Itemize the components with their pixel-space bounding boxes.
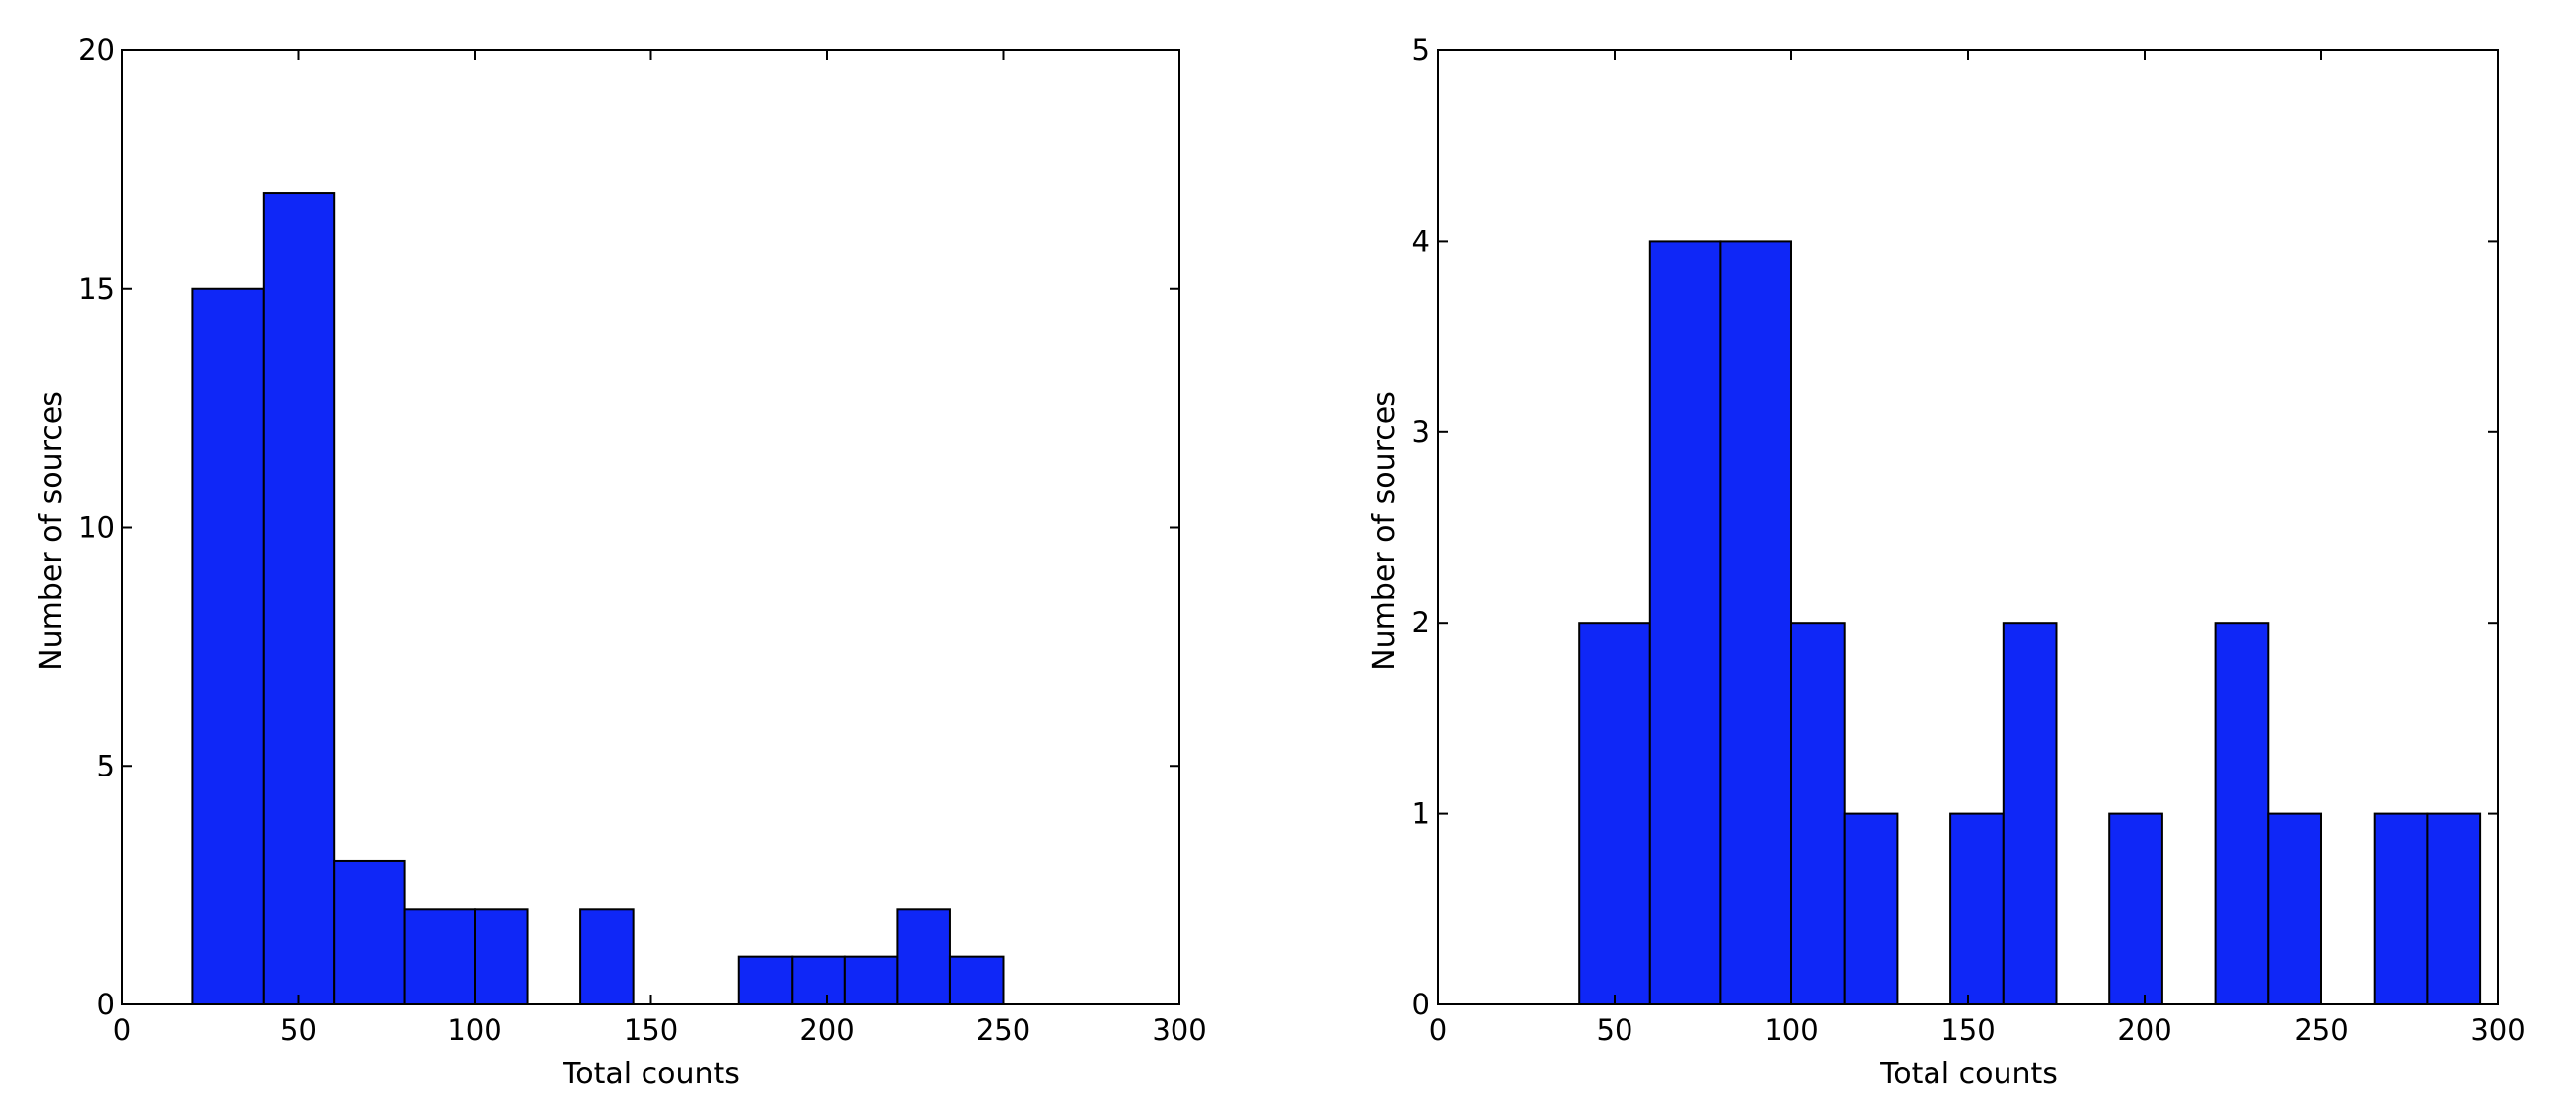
right-x-tick-label: 250 [2294, 1013, 2348, 1047]
left-x-tick-label: 200 [799, 1013, 854, 1047]
left-y-tick-label: 5 [97, 749, 114, 782]
right-histogram-bar-6 [1949, 812, 2005, 1005]
left-histogram-bar-6 [579, 908, 635, 1005]
left-histogram-bar-11 [948, 955, 1005, 1006]
right-y-tick-label: 0 [1412, 988, 1430, 1021]
right-histogram-panel: Total counts Number of sources 0 50 100 150… [1367, 34, 2526, 1091]
left-histogram-bar-10 [896, 908, 951, 1005]
right-x-axis-label: Total counts [1879, 1057, 2058, 1091]
right-histogram-bar-10 [2267, 812, 2323, 1005]
right-x-tick-label: 150 [1940, 1013, 1995, 1047]
right-histogram-bar-11 [2373, 812, 2429, 1005]
right-histogram-bar-7 [2002, 622, 2058, 1005]
left-x-tick-label: 0 [114, 1013, 131, 1047]
left-y-tick-label: 0 [97, 988, 114, 1021]
left-x-tick-label: 100 [447, 1013, 501, 1047]
left-y-axis-label: Number of sources [35, 391, 69, 671]
left-histogram-bar-2 [262, 192, 336, 1006]
right-y-tick-label: 2 [1412, 606, 1430, 639]
right-histogram-bar-1 [1578, 622, 1651, 1005]
left-y-tick-label: 10 [78, 511, 114, 545]
right-histogram-bar-12 [2426, 812, 2482, 1005]
right-x-tick-label: 200 [2117, 1013, 2171, 1047]
right-y-tick-label: 3 [1412, 415, 1430, 449]
right-x-tick-label: 300 [2470, 1013, 2525, 1047]
left-histogram-bar-8 [791, 955, 846, 1006]
left-x-tick-label: 50 [280, 1013, 317, 1047]
right-histogram-bar-4 [1790, 622, 1846, 1005]
left-histogram-bar-3 [333, 859, 406, 1006]
right-y-tick-label: 1 [1412, 797, 1430, 831]
left-y-tick-label: 15 [78, 272, 114, 306]
right-histogram-bar-5 [1843, 812, 1899, 1005]
left-histogram-bar-1 [191, 287, 265, 1005]
left-x-axis-label: Total counts [562, 1057, 740, 1091]
left-x-tick-label: 300 [1152, 1013, 1206, 1047]
right-x-tick-label: 100 [1764, 1013, 1818, 1047]
right-x-tick-label: 50 [1597, 1013, 1633, 1047]
left-y-tick-label: 20 [78, 34, 114, 67]
left-x-tick-label: 250 [976, 1013, 1030, 1047]
left-histogram-bar-9 [843, 955, 899, 1006]
right-histogram-bar-3 [1719, 240, 1793, 1005]
right-y-tick-label: 5 [1412, 34, 1430, 67]
right-histogram-bar-8 [2108, 812, 2163, 1005]
right-y-axis-label: Number of sources [1367, 391, 1402, 671]
right-x-tick-label: 0 [1429, 1013, 1447, 1047]
left-histogram-panel: Total counts Number of sources 0 50 100 150… [35, 34, 1207, 1091]
right-histogram-bar-2 [1648, 240, 1722, 1005]
left-histogram-bar-5 [474, 908, 529, 1005]
left-histogram-bar-4 [403, 908, 477, 1005]
left-x-tick-label: 150 [624, 1013, 678, 1047]
right-histogram-bar-9 [2214, 622, 2270, 1005]
left-histogram-bar-7 [737, 955, 794, 1006]
right-y-tick-label: 4 [1412, 224, 1430, 258]
